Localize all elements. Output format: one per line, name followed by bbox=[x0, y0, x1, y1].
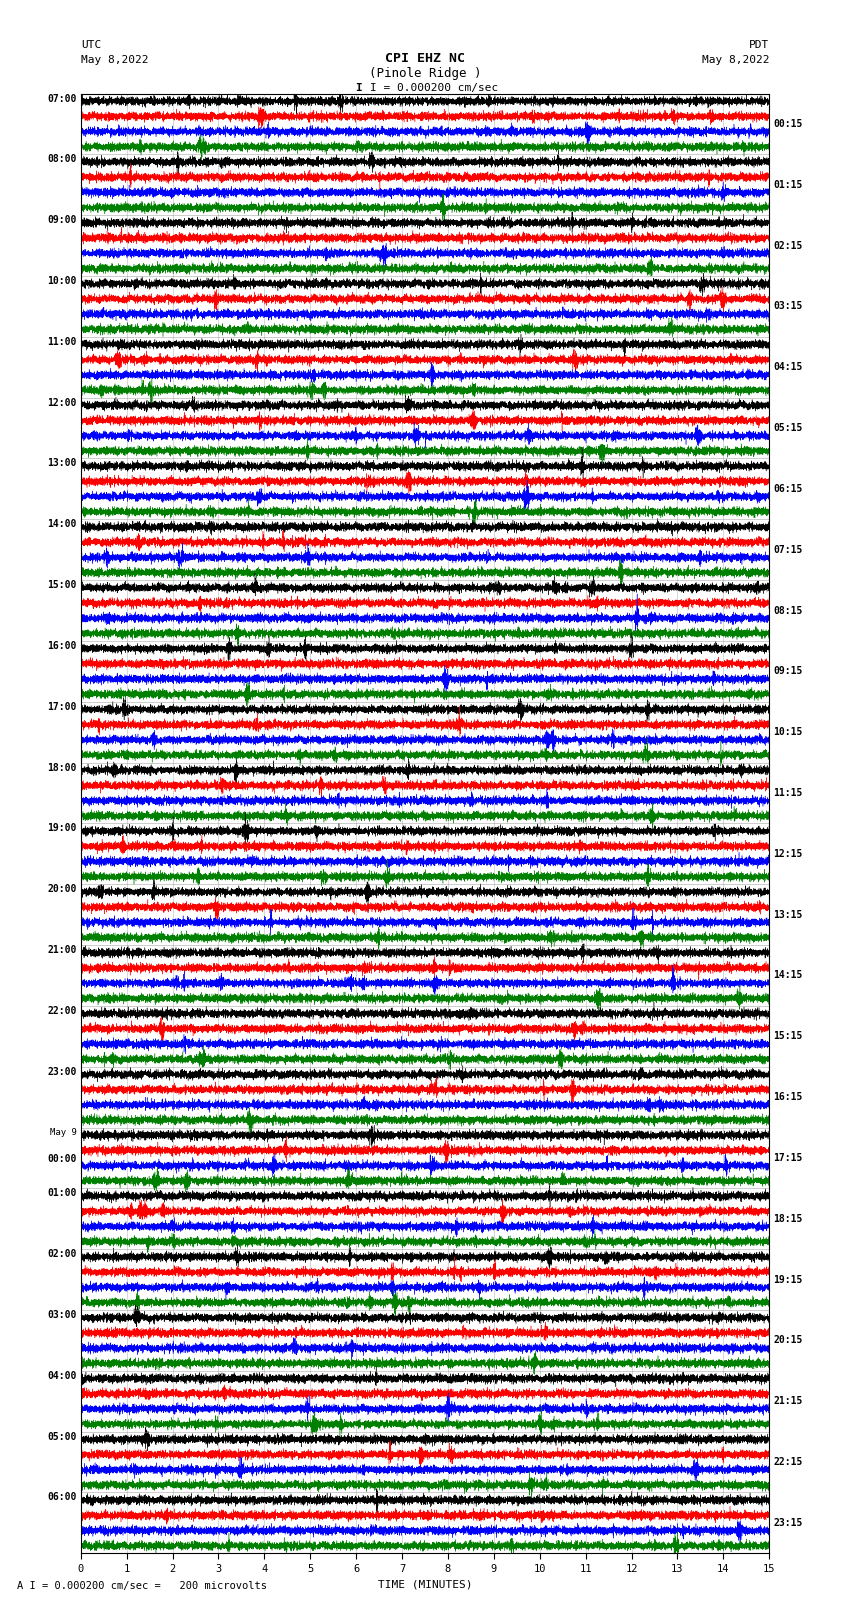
Text: 06:00: 06:00 bbox=[48, 1492, 76, 1502]
Text: 03:15: 03:15 bbox=[774, 302, 802, 311]
Text: 02:00: 02:00 bbox=[48, 1248, 76, 1260]
Text: 06:15: 06:15 bbox=[774, 484, 802, 494]
Text: 12:00: 12:00 bbox=[48, 398, 76, 408]
Text: 19:00: 19:00 bbox=[48, 823, 76, 834]
Text: 02:15: 02:15 bbox=[774, 240, 802, 250]
Text: 10:00: 10:00 bbox=[48, 276, 76, 286]
Text: 07:15: 07:15 bbox=[774, 545, 802, 555]
X-axis label: TIME (MINUTES): TIME (MINUTES) bbox=[377, 1579, 473, 1589]
Text: 23:15: 23:15 bbox=[774, 1518, 802, 1528]
Text: 01:00: 01:00 bbox=[48, 1189, 76, 1198]
Text: 16:15: 16:15 bbox=[774, 1092, 802, 1102]
Text: 12:15: 12:15 bbox=[774, 848, 802, 858]
Text: 20:00: 20:00 bbox=[48, 884, 76, 894]
Text: I = 0.000200 cm/sec: I = 0.000200 cm/sec bbox=[370, 82, 498, 94]
Text: 01:15: 01:15 bbox=[774, 179, 802, 190]
Text: 14:15: 14:15 bbox=[774, 971, 802, 981]
Text: 22:00: 22:00 bbox=[48, 1007, 76, 1016]
Text: 04:15: 04:15 bbox=[774, 363, 802, 373]
Text: 17:15: 17:15 bbox=[774, 1153, 802, 1163]
Text: (Pinole Ridge ): (Pinole Ridge ) bbox=[369, 66, 481, 81]
Text: 18:00: 18:00 bbox=[48, 763, 76, 773]
Text: 03:00: 03:00 bbox=[48, 1310, 76, 1319]
Text: I: I bbox=[355, 82, 362, 94]
Text: 19:15: 19:15 bbox=[774, 1274, 802, 1284]
Text: 23:00: 23:00 bbox=[48, 1066, 76, 1077]
Text: 11:15: 11:15 bbox=[774, 789, 802, 798]
Text: May 8,2022: May 8,2022 bbox=[702, 55, 769, 65]
Text: 07:00: 07:00 bbox=[48, 94, 76, 103]
Text: 05:00: 05:00 bbox=[48, 1432, 76, 1442]
Text: 00:00: 00:00 bbox=[48, 1153, 76, 1165]
Text: 13:15: 13:15 bbox=[774, 910, 802, 919]
Text: 14:00: 14:00 bbox=[48, 519, 76, 529]
Text: CPI EHZ NC: CPI EHZ NC bbox=[385, 52, 465, 66]
Text: 18:15: 18:15 bbox=[774, 1215, 802, 1224]
Text: 08:00: 08:00 bbox=[48, 155, 76, 165]
Text: 21:15: 21:15 bbox=[774, 1397, 802, 1407]
Text: UTC: UTC bbox=[81, 40, 101, 50]
Text: PDT: PDT bbox=[749, 40, 769, 50]
Text: 15:00: 15:00 bbox=[48, 581, 76, 590]
Text: A I = 0.000200 cm/sec =   200 microvolts: A I = 0.000200 cm/sec = 200 microvolts bbox=[17, 1581, 267, 1590]
Text: May 9: May 9 bbox=[50, 1127, 76, 1137]
Text: 10:15: 10:15 bbox=[774, 727, 802, 737]
Text: 16:00: 16:00 bbox=[48, 640, 76, 652]
Text: 09:15: 09:15 bbox=[774, 666, 802, 676]
Text: 00:15: 00:15 bbox=[774, 119, 802, 129]
Text: 20:15: 20:15 bbox=[774, 1336, 802, 1345]
Text: 17:00: 17:00 bbox=[48, 702, 76, 711]
Text: 04:00: 04:00 bbox=[48, 1371, 76, 1381]
Text: 15:15: 15:15 bbox=[774, 1031, 802, 1042]
Text: May 8,2022: May 8,2022 bbox=[81, 55, 148, 65]
Text: 08:15: 08:15 bbox=[774, 605, 802, 616]
Text: 09:00: 09:00 bbox=[48, 215, 76, 226]
Text: 22:15: 22:15 bbox=[774, 1457, 802, 1468]
Text: 11:00: 11:00 bbox=[48, 337, 76, 347]
Text: 05:15: 05:15 bbox=[774, 423, 802, 432]
Text: 21:00: 21:00 bbox=[48, 945, 76, 955]
Text: 13:00: 13:00 bbox=[48, 458, 76, 468]
